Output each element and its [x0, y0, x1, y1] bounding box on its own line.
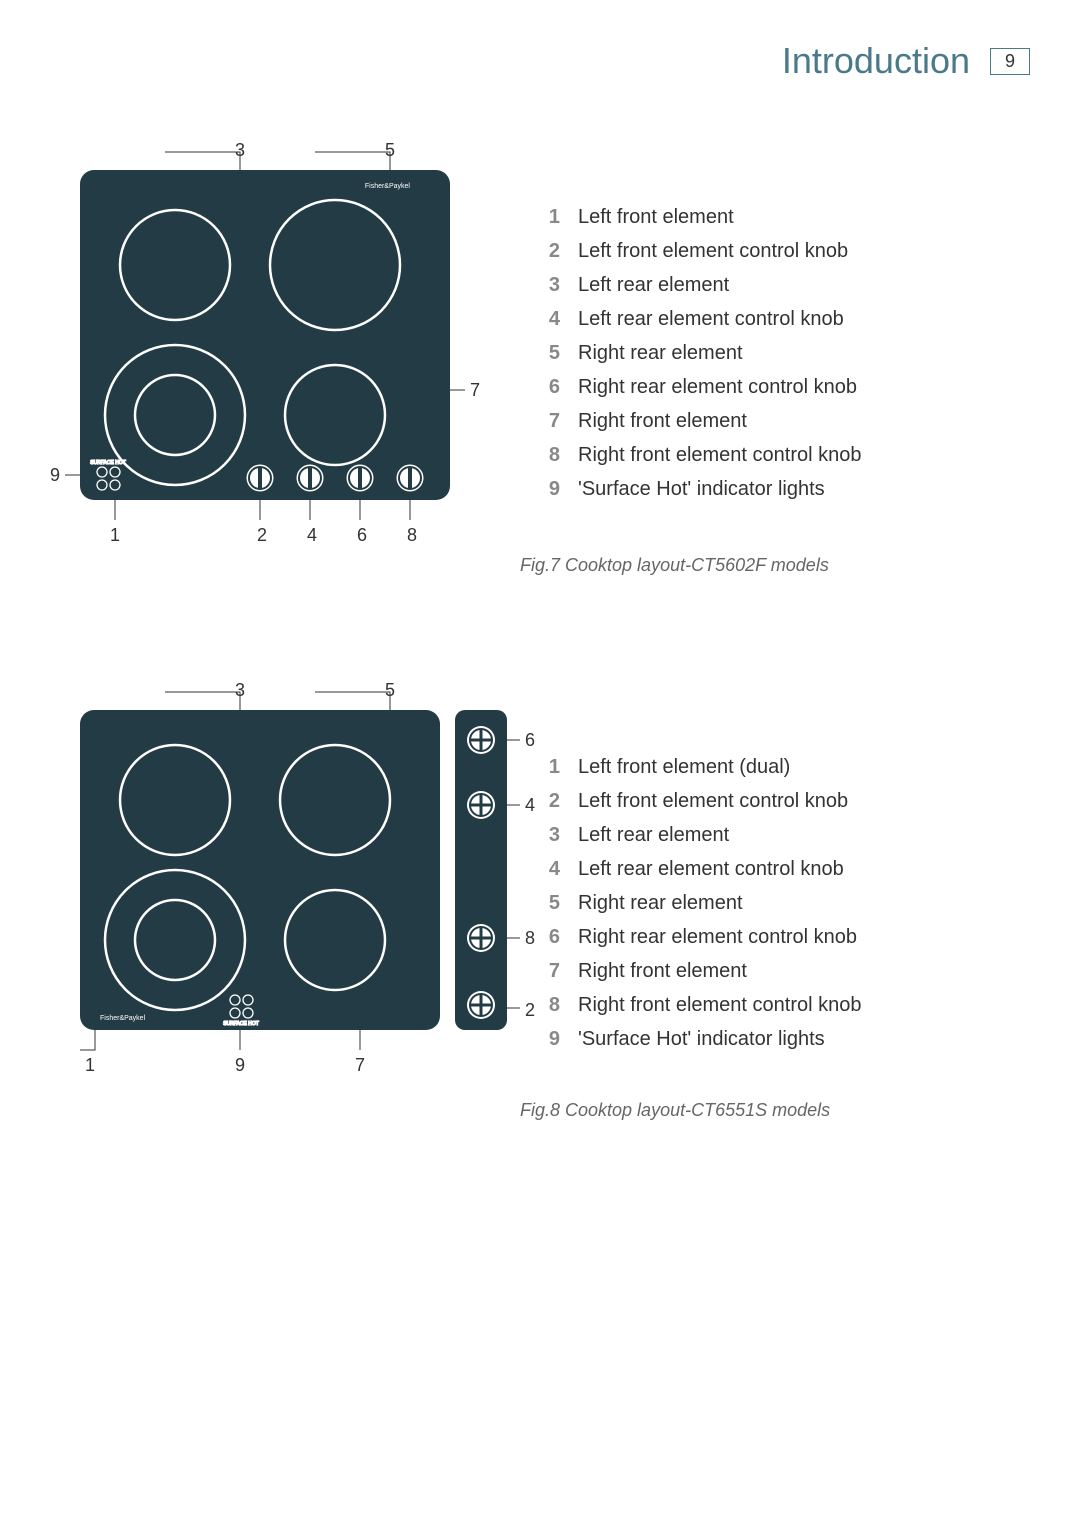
- callout-7b: 7: [355, 1055, 365, 1076]
- legend-item: 6Right rear element control knob: [540, 370, 1020, 404]
- svg-text:Fisher&Paykel: Fisher&Paykel: [365, 183, 411, 190]
- legend-item: 4Left rear element control knob: [540, 852, 1020, 886]
- callout-6b: 6: [525, 730, 535, 751]
- callout-2b: 2: [525, 1000, 535, 1021]
- legend-item: 2Left front element control knob: [540, 234, 1020, 268]
- figure-8-legend: 1Left front element (dual) 2Left front e…: [540, 750, 1020, 1056]
- callout-7: 7: [470, 380, 480, 401]
- header-title: Introduction: [782, 40, 970, 82]
- legend-item: 5Right rear element: [540, 336, 1020, 370]
- legend-item: 4Left rear element control knob: [540, 302, 1020, 336]
- legend-item: 6Right rear element control knob: [540, 920, 1020, 954]
- cooktop-svg-2: Fisher&Paykel SURFACE HOT: [60, 680, 550, 1080]
- legend-item: 5Right rear element: [540, 886, 1020, 920]
- page-number: 9: [990, 48, 1030, 75]
- svg-text:SURFACE HOT: SURFACE HOT: [223, 1021, 259, 1027]
- legend-item: 7Right front element: [540, 404, 1020, 438]
- callout-1b: 1: [85, 1055, 95, 1076]
- page-header: Introduction 9: [782, 40, 1030, 82]
- callout-3b: 3: [235, 680, 245, 701]
- figure-7-legend: 1Left front element 2Left front element …: [540, 200, 1020, 506]
- legend-item: 8Right front element control knob: [540, 438, 1020, 472]
- figure-7-diagram: 3 5 7 9 1 2 4 6 8 Fisher&Paykel: [60, 140, 480, 540]
- legend-item: 9'Surface Hot' indicator lights: [540, 472, 1020, 506]
- legend-item: 1Left front element: [540, 200, 1020, 234]
- cooktop-svg-1: Fisher&Paykel SURFACE HOT: [60, 140, 480, 540]
- callout-9b: 9: [235, 1055, 245, 1076]
- callout-6: 6: [357, 525, 367, 546]
- legend-item: 2Left front element control knob: [540, 784, 1020, 818]
- callout-1: 1: [110, 525, 120, 546]
- callout-4b: 4: [525, 795, 535, 816]
- figure-7-caption: Fig.7 Cooktop layout-CT5602F models: [520, 555, 829, 576]
- callout-4: 4: [307, 525, 317, 546]
- callout-5: 5: [385, 140, 395, 161]
- legend-item: 9'Surface Hot' indicator lights: [540, 1022, 1020, 1056]
- callout-8b: 8: [525, 928, 535, 949]
- callout-8: 8: [407, 525, 417, 546]
- svg-text:SURFACE HOT: SURFACE HOT: [90, 460, 126, 466]
- figure-8-diagram: 3 5 6 4 8 2 1 9 7 Fisher&Paykel: [60, 680, 550, 1080]
- legend-item: 7Right front element: [540, 954, 1020, 988]
- svg-text:Fisher&Paykel: Fisher&Paykel: [100, 1015, 146, 1022]
- callout-9: 9: [50, 465, 60, 486]
- figure-8-caption: Fig.8 Cooktop layout-CT6551S models: [520, 1100, 830, 1121]
- callout-3: 3: [235, 140, 245, 161]
- callout-2: 2: [257, 525, 267, 546]
- callout-5b: 5: [385, 680, 395, 701]
- legend-item: 3Left rear element: [540, 818, 1020, 852]
- legend-item: 8Right front element control knob: [540, 988, 1020, 1022]
- legend-item: 1Left front element (dual): [540, 750, 1020, 784]
- legend-item: 3Left rear element: [540, 268, 1020, 302]
